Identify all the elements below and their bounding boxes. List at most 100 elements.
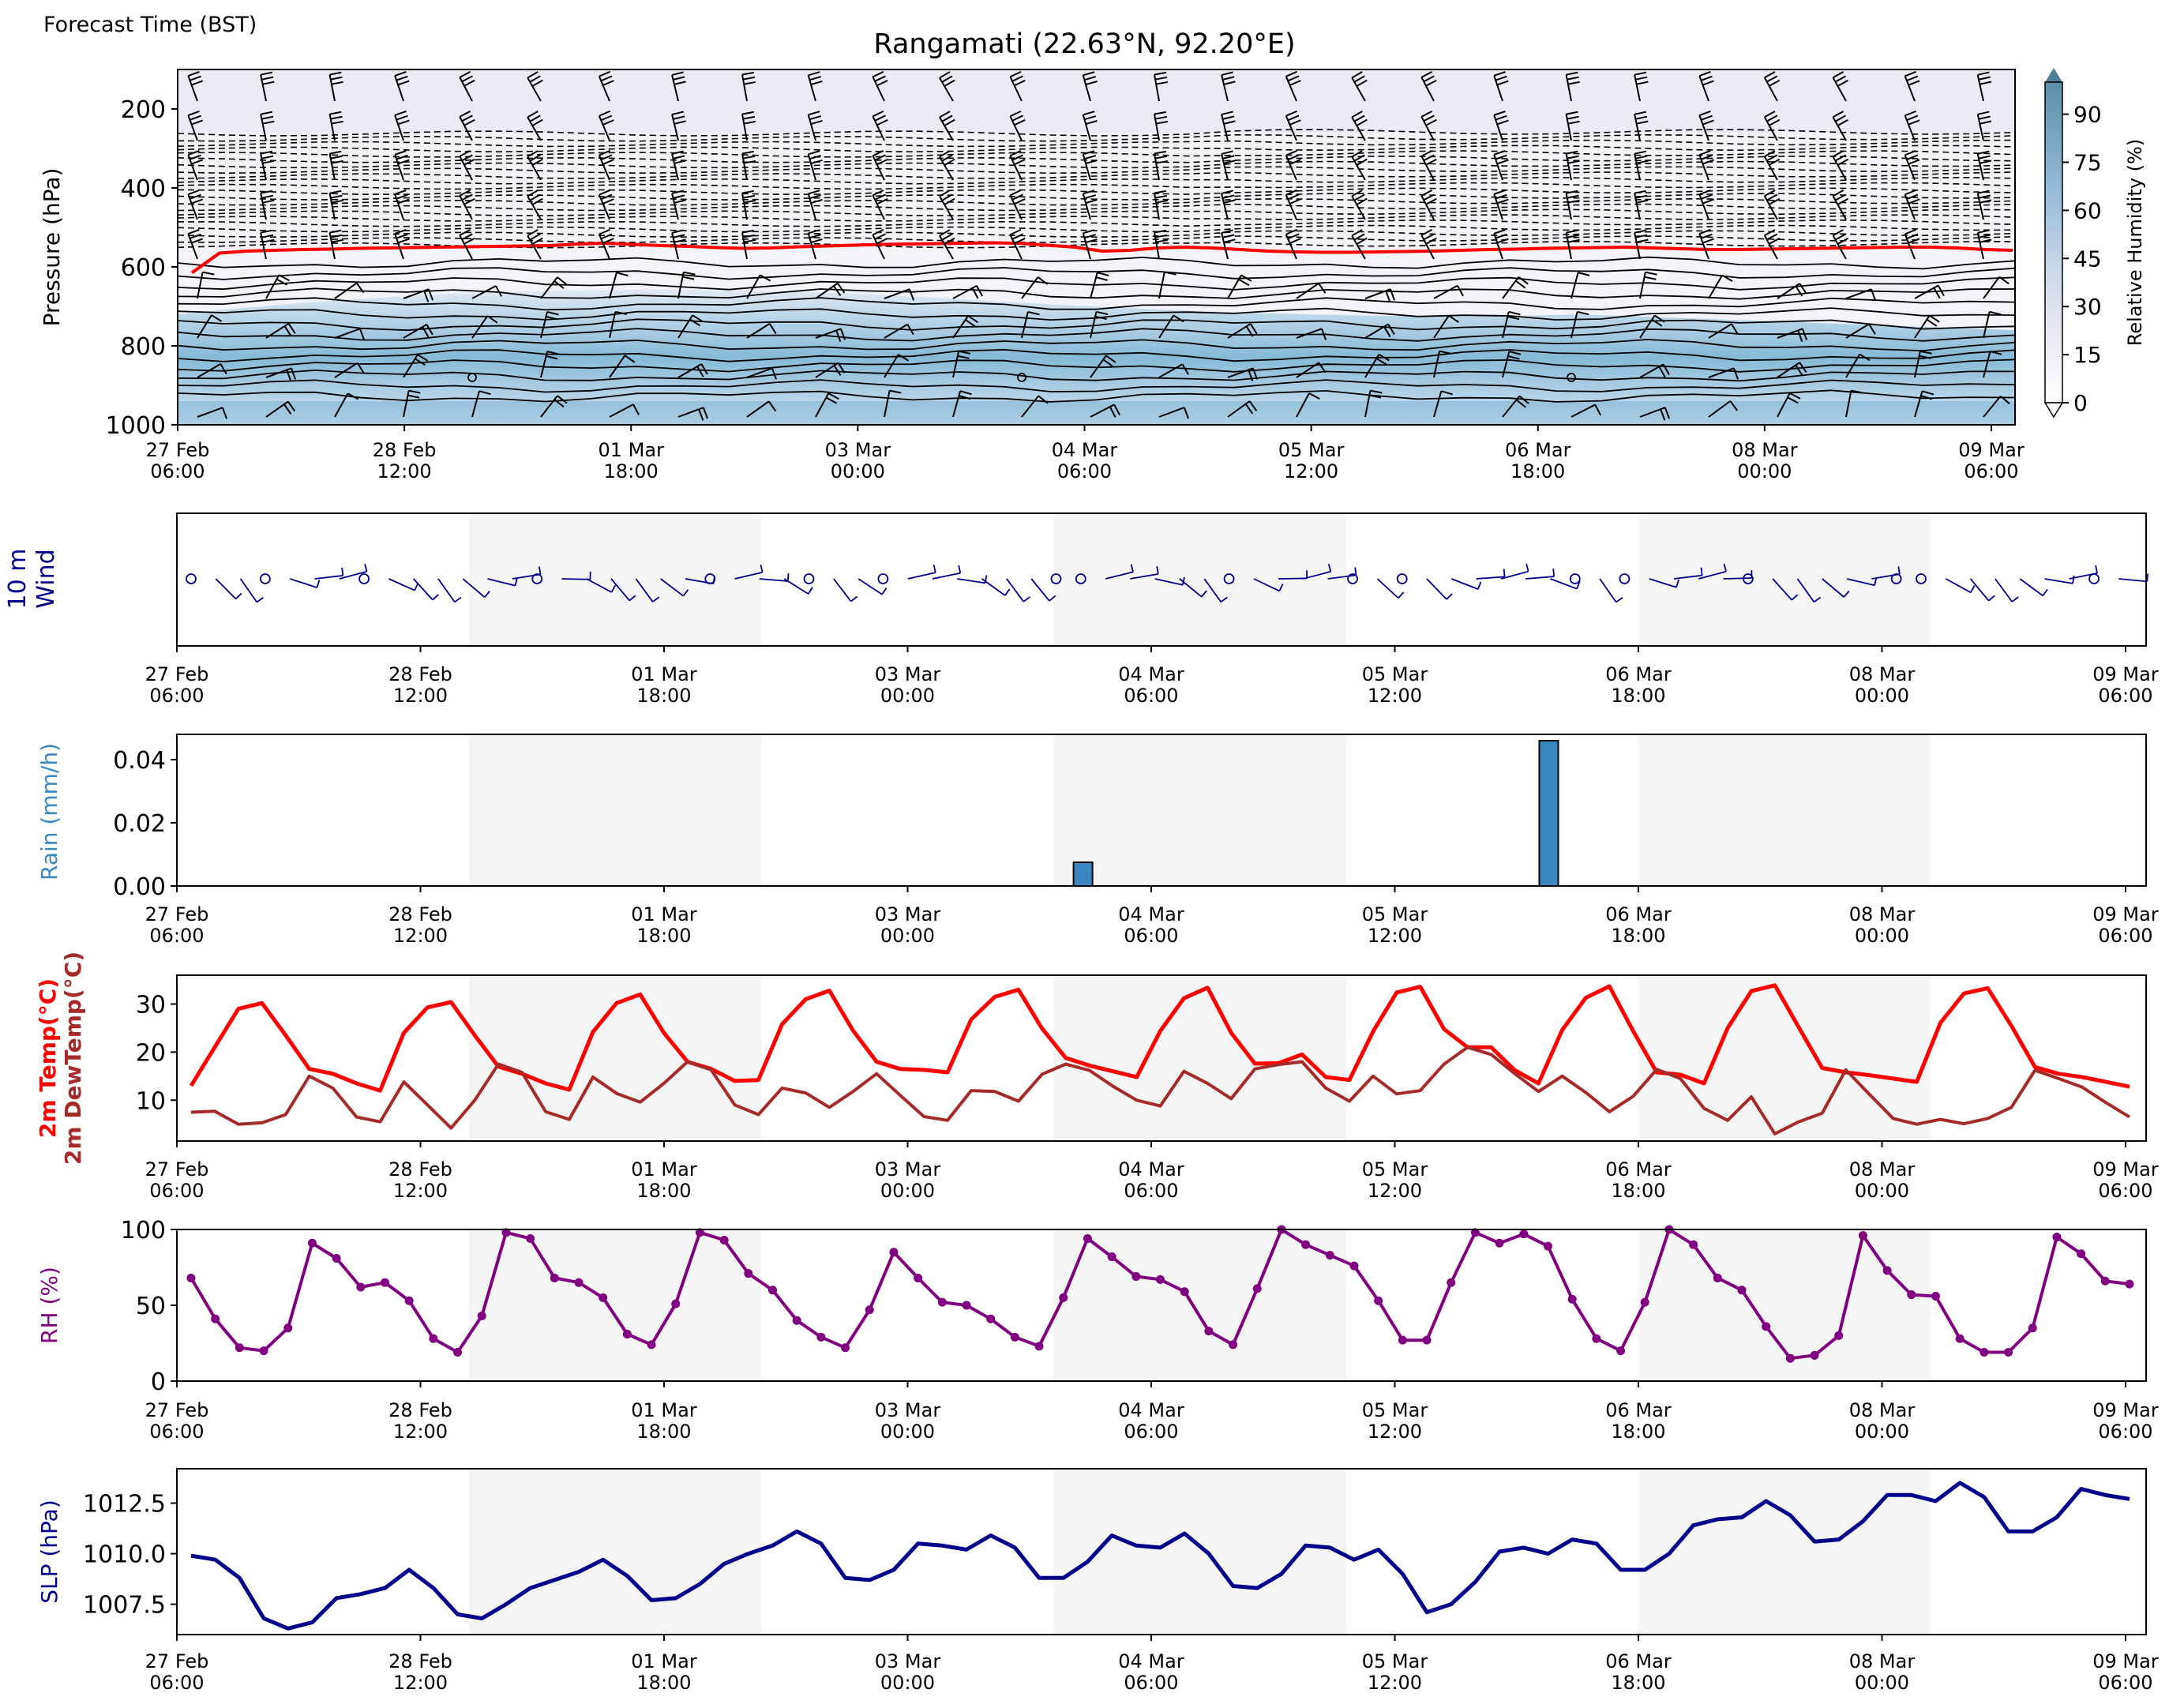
wind-barb (1708, 400, 1739, 418)
wind-barb (807, 71, 823, 102)
wind-barb (328, 229, 343, 260)
wind-barb-10m (1376, 578, 1405, 599)
x-tick-label-date: 27 Feb (145, 903, 209, 925)
y-axis-label-line1: 10 m (4, 549, 32, 610)
wind-barb (527, 150, 543, 181)
wind-barb (187, 149, 203, 181)
colorbar (2044, 81, 2063, 404)
x-tick-label-date: 28 Feb (388, 663, 452, 685)
y-axis-label-temp: 2m Temp(°C) (35, 978, 61, 1138)
wind-barb (265, 400, 296, 418)
wind-barb (872, 110, 888, 141)
x-tick-label-time: 00:00 (1855, 1672, 1909, 1694)
rh-point (550, 1273, 559, 1282)
y-tick-label: 0 (151, 1368, 166, 1396)
night-band (1638, 513, 1931, 646)
night-band (1053, 1229, 1346, 1381)
wind-barb (1904, 70, 1920, 102)
x-tick-label-time: 18:00 (1611, 1672, 1665, 1694)
rh-point (1713, 1273, 1722, 1282)
wind-barb (1090, 404, 1120, 418)
x-tick-label-time: 06:00 (1124, 1421, 1178, 1443)
wind-barb-10m (289, 578, 321, 588)
wind-barb-10m (314, 567, 344, 580)
rh-point (404, 1296, 414, 1305)
wind-barb (1433, 350, 1451, 378)
x-tick-label-time: 12:00 (393, 1180, 448, 1202)
wind-barb-10m (1525, 569, 1555, 580)
wind-barb (197, 407, 228, 419)
rh-point (1689, 1240, 1698, 1249)
y-axis-label-dewtemp: 2m DewTemp(°C) (60, 952, 86, 1165)
wind-barb-10m (487, 577, 518, 587)
temperature-contour-dashed (178, 182, 2015, 190)
wind-barb (540, 395, 568, 418)
wind-barb (1832, 190, 1849, 220)
wind-barb (1221, 111, 1236, 141)
colorbar-tick-label: 45 (2073, 246, 2102, 272)
wind-barb-10m (1673, 567, 1703, 580)
temperature-contour-dashed (178, 235, 2015, 243)
wind-barb (1420, 111, 1437, 141)
rain-bar (1072, 862, 1094, 887)
wind-barb (1285, 70, 1301, 102)
wind-barb-10m (1303, 563, 1332, 580)
wind-barb (471, 285, 502, 299)
wind-barb (1914, 314, 1940, 339)
rh-point (695, 1228, 704, 1237)
wind-barb (1158, 363, 1189, 378)
x-tick-label-date: 01 Mar (631, 663, 697, 685)
wind-barb-10m (388, 578, 419, 591)
wind-barb (1983, 310, 2002, 339)
x-tick-label-date: 03 Mar (825, 439, 891, 461)
wind-barb (939, 229, 955, 260)
temperature-contour (178, 389, 2015, 403)
x-tick-label-time: 18:00 (1510, 460, 1565, 482)
colorbar-tick-label: 75 (2073, 150, 2102, 176)
wind-barb (459, 190, 475, 220)
wind-barb (1364, 389, 1383, 418)
wind-barb (1493, 150, 1509, 181)
colorbar-tick-label: 90 (2073, 102, 2102, 128)
y-tick-label: 100 (121, 1217, 166, 1244)
colorbar-tick-label: 60 (2073, 197, 2102, 223)
wind-barb-calm (1347, 573, 1358, 584)
x-tick-label-date: 09 Mar (2092, 903, 2159, 925)
rh-point (1107, 1252, 1116, 1262)
wind-barb-10m (1253, 578, 1284, 592)
x-tick-label-time: 18:00 (636, 1672, 691, 1694)
wind-barb-10m (1500, 563, 1529, 580)
wind-barb (1976, 111, 1992, 141)
wind-barb (187, 110, 203, 141)
x-tick-label-time: 12:00 (1368, 685, 1422, 707)
wind-barb (884, 354, 910, 378)
wind-barb (334, 328, 366, 340)
x-tick-label-time: 06:00 (149, 1180, 204, 1202)
x-tick-label-time: 18:00 (1611, 685, 1665, 707)
x-tick-label-time: 00:00 (1855, 1421, 1909, 1443)
wind-barb (1420, 229, 1437, 260)
night-band (469, 975, 762, 1141)
rh-point (2004, 1348, 2013, 1357)
colorbar-tick-label: 15 (2073, 342, 2102, 368)
wind-barb (609, 355, 636, 378)
x-tick-label-date: 03 Mar (875, 663, 941, 685)
x-tick-label-time: 12:00 (1368, 925, 1422, 947)
wind-barb (394, 111, 410, 141)
wind-barb (1763, 150, 1781, 181)
night-band (1638, 1469, 1931, 1635)
wind-barb (1634, 229, 1649, 260)
temperature-contour (178, 297, 2015, 311)
wind-barb (1009, 149, 1026, 181)
wind-barb-10m (1796, 578, 1822, 603)
wind-barb (527, 71, 543, 102)
colorbar-label: Relative Humidity (%) (2124, 139, 2146, 346)
wind-barb (671, 229, 686, 260)
temperature-contour (178, 307, 2015, 321)
y-tick-label: 1000 (106, 412, 166, 440)
wind-barb (1227, 274, 1252, 299)
wind-barb (1914, 284, 1945, 299)
x-tick-label-date: 08 Mar (1732, 439, 1798, 461)
wind-barb (1845, 353, 1871, 378)
